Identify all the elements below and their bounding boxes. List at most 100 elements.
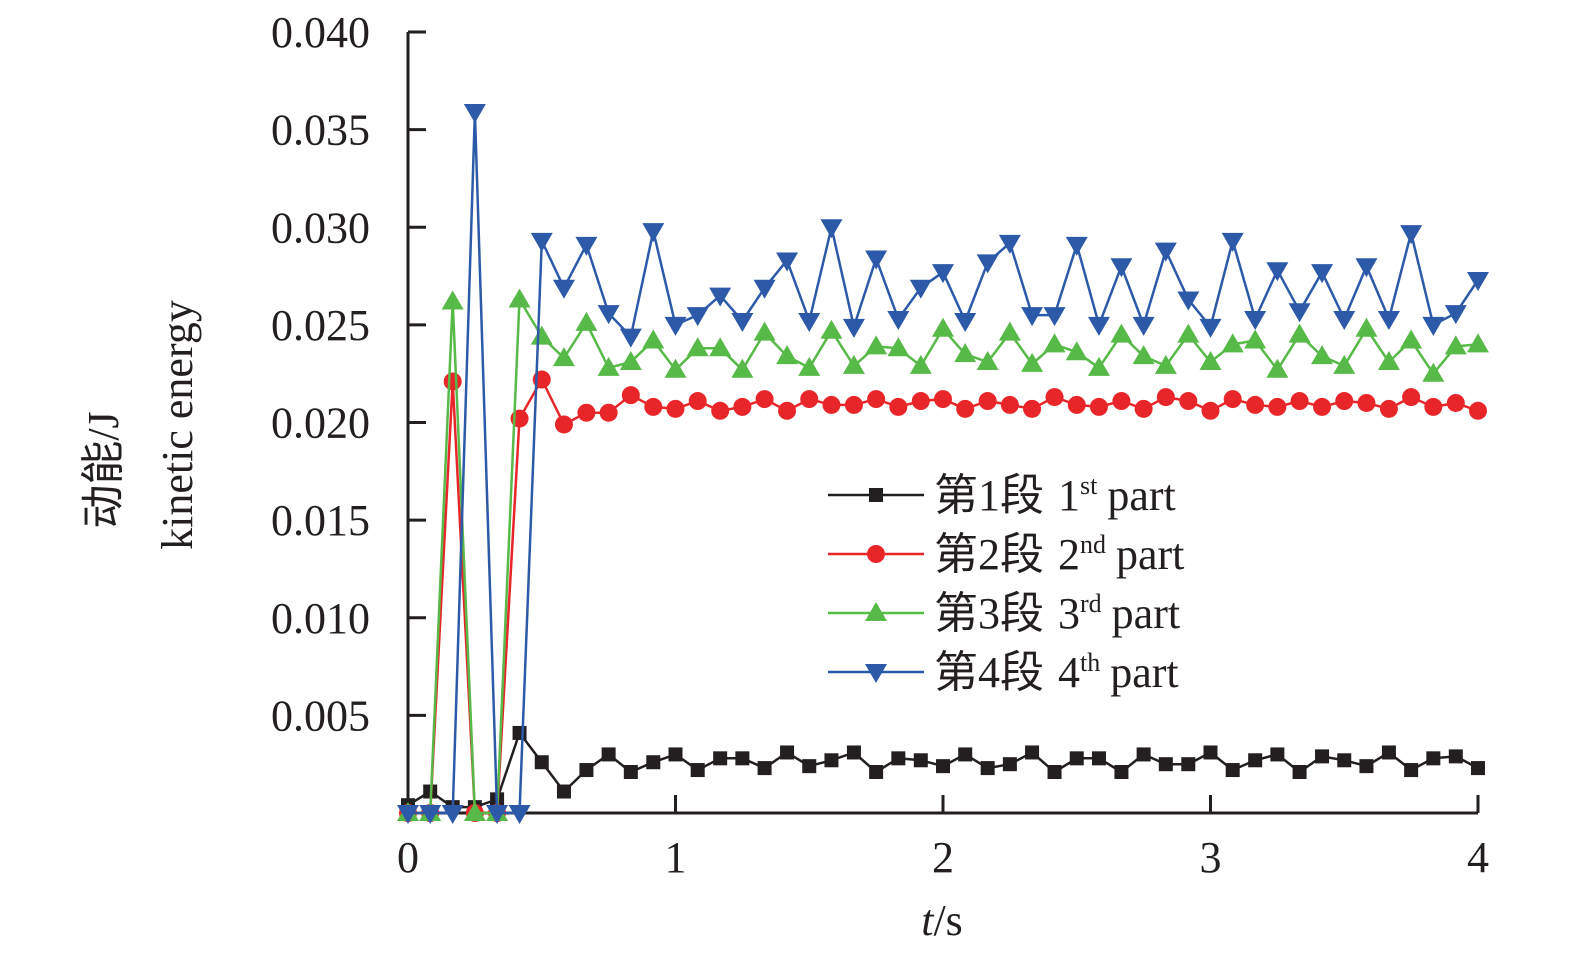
data-point xyxy=(575,311,598,331)
data-point xyxy=(842,354,865,374)
data-point xyxy=(820,319,843,339)
data-point xyxy=(512,725,527,740)
data-point xyxy=(887,311,910,331)
data-point xyxy=(1177,323,1200,343)
data-point xyxy=(1087,356,1110,376)
data-point xyxy=(1377,350,1400,370)
data-point xyxy=(869,764,884,779)
data-point xyxy=(735,751,750,766)
data-point xyxy=(954,312,977,332)
data-point xyxy=(597,305,620,325)
data-point xyxy=(998,321,1021,341)
data-point xyxy=(1333,311,1356,331)
data-point xyxy=(1288,323,1311,343)
data-point xyxy=(867,545,885,563)
data-point xyxy=(887,337,910,357)
data-point xyxy=(1311,345,1334,365)
data-point xyxy=(1355,258,1378,278)
data-point xyxy=(1377,311,1400,331)
data-point xyxy=(1134,399,1153,418)
data-point xyxy=(998,234,1021,254)
data-point xyxy=(441,290,464,310)
data-point xyxy=(666,399,685,418)
data-point xyxy=(486,805,509,824)
data-point xyxy=(1223,390,1242,409)
data-point xyxy=(713,751,728,766)
data-point xyxy=(1357,393,1376,412)
series-layer xyxy=(397,104,1489,824)
data-point xyxy=(1424,397,1443,416)
data-point xyxy=(867,390,886,409)
data-point xyxy=(419,805,442,824)
data-point xyxy=(1404,763,1419,778)
data-point xyxy=(1154,242,1177,262)
data-point xyxy=(1181,757,1196,772)
data-point xyxy=(1402,388,1421,407)
y-tick-label: 0.035 xyxy=(271,106,370,155)
data-point xyxy=(891,751,906,766)
y-axis-title-line2: kinetic energy xyxy=(153,300,202,550)
data-point xyxy=(1112,392,1131,411)
legend-label: 第2段 2nd part xyxy=(934,530,1184,579)
data-point xyxy=(642,329,665,349)
data-point xyxy=(1025,745,1040,760)
data-point xyxy=(1266,358,1289,378)
data-point xyxy=(844,395,863,414)
data-point xyxy=(1426,751,1441,766)
x-tick-label: 2 xyxy=(932,833,954,882)
data-point xyxy=(1290,392,1309,411)
data-point xyxy=(530,325,553,345)
data-point xyxy=(731,312,754,332)
series-4 xyxy=(397,104,1489,824)
data-point xyxy=(1311,264,1334,284)
data-point xyxy=(1422,362,1445,382)
data-point xyxy=(1221,232,1244,252)
data-point xyxy=(619,328,642,348)
legend-label: 第1段 1st part xyxy=(934,471,1176,520)
data-point xyxy=(753,279,776,299)
data-point xyxy=(1333,354,1356,374)
data-point xyxy=(776,345,799,365)
data-point xyxy=(1400,329,1423,349)
y-axis-title-line1: 动能/J xyxy=(79,411,128,528)
y-tick-label: 0.015 xyxy=(271,496,370,545)
data-point xyxy=(1110,323,1133,343)
data-point xyxy=(623,764,638,779)
data-point xyxy=(443,372,462,391)
data-point xyxy=(976,254,999,274)
data-point xyxy=(1221,333,1244,353)
x-axis-title: t/s xyxy=(921,896,963,945)
series-line xyxy=(408,110,1480,815)
data-point xyxy=(1199,318,1222,338)
data-point xyxy=(686,337,709,357)
data-point xyxy=(1002,757,1017,772)
data-point xyxy=(1225,763,1240,778)
data-point xyxy=(936,759,950,774)
data-point xyxy=(1114,764,1129,779)
data-point xyxy=(753,321,776,341)
data-point xyxy=(1359,759,1374,774)
data-point xyxy=(1021,307,1044,327)
data-point xyxy=(579,763,594,778)
data-point xyxy=(731,358,754,378)
data-point xyxy=(690,763,705,778)
data-point xyxy=(780,745,795,760)
data-point xyxy=(1471,761,1485,776)
data-point xyxy=(644,397,663,416)
data-point xyxy=(1446,393,1465,412)
data-point xyxy=(1177,291,1200,311)
legend-item-1: 第1段 1st part xyxy=(828,471,1176,520)
data-point xyxy=(913,753,928,768)
legend: 第1段 1st part 第2段 2nd part 第3段 3rd part 第4段 4th part xyxy=(828,471,1184,697)
data-point xyxy=(932,264,954,284)
data-point xyxy=(954,343,977,363)
data-point xyxy=(1292,764,1307,779)
data-point xyxy=(1266,262,1289,282)
data-point xyxy=(441,805,464,824)
data-point xyxy=(1158,757,1173,772)
data-point xyxy=(556,784,571,799)
data-point xyxy=(1244,311,1267,331)
data-point xyxy=(798,356,821,376)
data-point xyxy=(1087,316,1110,336)
